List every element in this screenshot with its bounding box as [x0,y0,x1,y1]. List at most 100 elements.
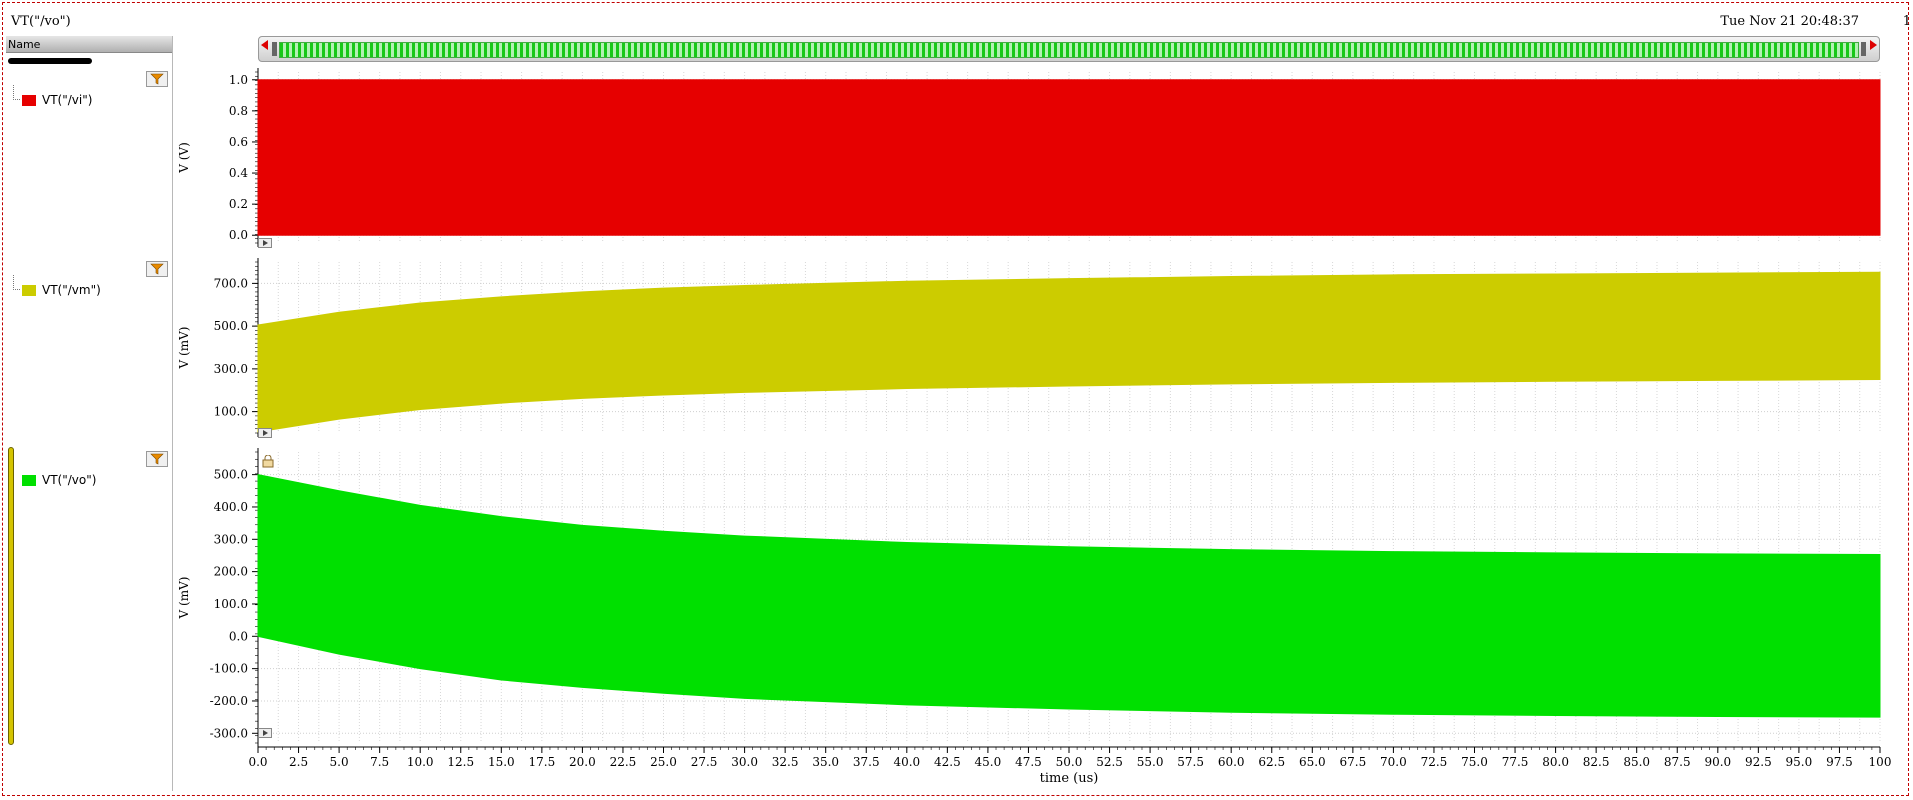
x-tick-label: 17.5 [528,755,555,769]
x-tick-label: 90.0 [1704,755,1731,769]
expand-button[interactable] [258,428,272,438]
lock-icon[interactable] [262,455,274,468]
scroll-grip-left[interactable] [272,42,277,56]
color-swatch [22,284,36,296]
name-column-header[interactable]: Name [6,36,172,53]
x-tick-label: 2.5 [289,755,308,769]
legend-entry-vm[interactable]: VT("/vm") [13,275,101,297]
legend-label: VT("/vi") [42,93,93,107]
x-tick-label: 15.0 [488,755,515,769]
legend-entry-vi[interactable]: VT("/vi") [13,85,93,107]
y-tick-label: -100.0 [210,662,248,676]
filter-icon[interactable] [146,261,168,277]
legend-entry-vo[interactable]: VT("/vo") [22,473,96,487]
x-tick-label: 55.0 [1137,755,1164,769]
y-tick-label: 300.0 [214,532,248,546]
y-tick-label: 1.0 [229,73,248,87]
x-tick-label: 40.0 [893,755,920,769]
waveform-envelope [257,79,1881,236]
color-swatch [22,94,36,106]
x-tick-label: 62.5 [1258,755,1285,769]
x-tick-label: 80.0 [1542,755,1569,769]
y-tick-label: 100.0 [214,405,248,419]
y-tick-label: 500.0 [214,319,248,333]
x-tick-label: 100 [1869,755,1892,769]
x-tick-label: 12.5 [447,755,474,769]
x-tick-label: 52.5 [1096,755,1123,769]
y-tick-label: 700.0 [214,276,248,290]
expand-button[interactable] [258,238,272,248]
y-tick-label: 0.4 [229,166,248,180]
x-tick-label: 92.5 [1745,755,1772,769]
x-tick-label: 47.5 [1015,755,1042,769]
corner-number: 1 [1902,14,1911,29]
x-tick-label: 97.5 [1826,755,1853,769]
y-tick-label: 0.0 [229,629,248,643]
y-tick-label: 100.0 [214,597,248,611]
filter-icon[interactable] [146,451,168,467]
scroll-grip-right[interactable] [1861,42,1866,56]
y-tick-label: 0.0 [229,228,248,242]
x-tick-label: 5.0 [330,755,349,769]
x-axis-label: time (us) [1040,771,1099,786]
x-tick-label: 60.0 [1218,755,1245,769]
x-tick-label: 25.0 [650,755,677,769]
date-stamp: Tue Nov 21 20:48:37 [1720,14,1859,29]
name-underline [8,58,92,64]
x-tick-label: 87.5 [1664,755,1691,769]
x-tick-label: 67.5 [1339,755,1366,769]
expand-button[interactable] [258,728,272,738]
y-tick-label: 0.8 [229,104,248,118]
x-tick-label: 32.5 [772,755,799,769]
y-tick-label: -300.0 [210,726,248,740]
x-tick-label: 70.0 [1380,755,1407,769]
x-tick-label: 27.5 [691,755,718,769]
waveform-envelope [257,271,1881,433]
y-tick-label: -200.0 [210,694,248,708]
x-tick-label: 0.0 [248,755,267,769]
x-tick-label: 37.5 [853,755,880,769]
color-swatch [22,474,36,486]
x-tick-label: 30.0 [731,755,758,769]
x-tick-label: 85.0 [1623,755,1650,769]
x-tick-label: 75.0 [1461,755,1488,769]
y-axis-label: V (mV) [177,327,191,370]
x-tick-label: 77.5 [1502,755,1529,769]
x-tick-label: 35.0 [812,755,839,769]
scroll-left-icon[interactable] [261,40,268,50]
x-tick-label: 82.5 [1583,755,1610,769]
y-tick-label: 200.0 [214,565,248,579]
y-tick-label: 0.2 [229,197,248,211]
x-tick-label: 57.5 [1177,755,1204,769]
y-tick-label: 0.6 [229,135,248,149]
window-title: VT("/vo") [11,14,71,29]
tree-connector [13,85,20,100]
x-tick-label: 95.0 [1786,755,1813,769]
y-tick-label: 400.0 [214,500,248,514]
x-tick-label: 42.5 [934,755,961,769]
waveform-envelope [257,474,1881,718]
filter-icon[interactable] [146,71,168,87]
y-axis-label: V (mV) [177,577,191,620]
x-tick-label: 20.0 [569,755,596,769]
x-scrollbar[interactable] [258,36,1880,62]
y-tick-label: 300.0 [214,362,248,376]
x-tick-label: 50.0 [1056,755,1083,769]
tree-connector [13,275,20,290]
x-tick-label: 7.5 [370,755,389,769]
x-tick-label: 22.5 [610,755,637,769]
scroll-right-icon[interactable] [1870,40,1877,50]
selection-indicator [8,447,14,745]
scroll-thumb[interactable] [279,42,1859,58]
legend-label: VT("/vm") [42,283,101,297]
signal-panel [6,36,173,791]
x-tick-label: 72.5 [1421,755,1448,769]
y-tick-label: 500.0 [214,468,248,482]
y-axis-label: V (V) [177,142,191,174]
legend-label: VT("/vo") [42,473,97,487]
x-tick-label: 45.0 [975,755,1002,769]
x-tick-label: 10.0 [407,755,434,769]
x-tick-label: 65.0 [1299,755,1326,769]
